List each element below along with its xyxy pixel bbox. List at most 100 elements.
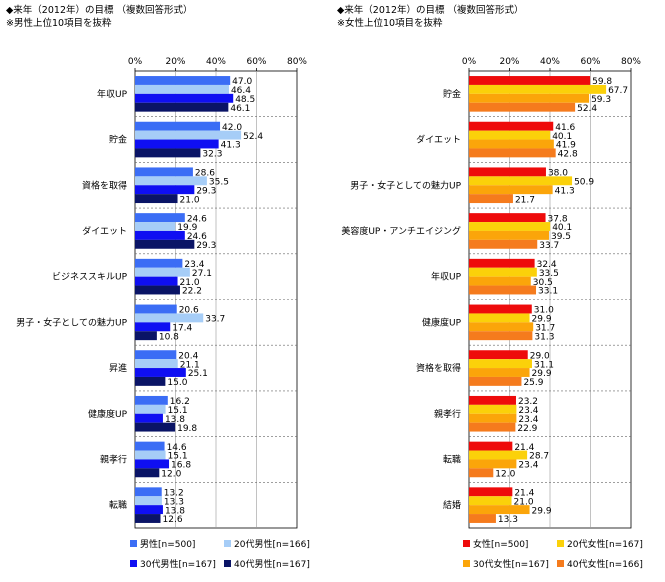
female-value-label: 31.7 (535, 323, 555, 333)
male-bar (135, 331, 157, 341)
male-tick-label: 60% (246, 57, 266, 67)
male-value-label: 12.6 (163, 515, 183, 525)
male-bar (135, 167, 193, 177)
female-bar (469, 76, 591, 85)
male-category-label: 貯金 (109, 134, 127, 146)
female-bar (469, 258, 535, 268)
male-category-label: 転職 (109, 500, 127, 511)
female-bar (469, 102, 576, 112)
female-bar (469, 176, 573, 186)
male-category-label: 健康度UP (88, 408, 128, 420)
female-value-label: 39.5 (551, 232, 571, 242)
female-tick-label: 40% (540, 57, 560, 67)
male-bar (135, 505, 163, 515)
female-value-label: 29.9 (532, 369, 552, 379)
female-bar (469, 422, 516, 432)
male-bar (135, 304, 177, 314)
male-value-label: 24.6 (187, 214, 207, 224)
male-value-label: 28.6 (195, 169, 215, 179)
male-tick-label: 20% (165, 57, 185, 67)
female-bar (469, 496, 512, 506)
male-bar (135, 487, 162, 497)
female-bar (469, 130, 551, 140)
male-bar (135, 496, 162, 506)
female-bar (469, 222, 551, 231)
female-value-label: 41.9 (556, 141, 576, 151)
female-value-label: 42.8 (558, 150, 578, 160)
right-chart-title: ◆来年（2012年）の目標 （複数回答形式） (337, 5, 524, 16)
female-value-label: 31.0 (534, 306, 554, 316)
female-value-label: 32.4 (537, 260, 557, 270)
male-bar (135, 230, 185, 240)
male-category-label: ビジネススキルUP (52, 272, 128, 283)
male-bar (135, 148, 201, 158)
male-bar (135, 121, 221, 131)
male-category-label: 資格を取得 (82, 179, 127, 191)
male-bar (135, 459, 170, 469)
male-value-label: 29.3 (196, 241, 216, 251)
female-bar (469, 167, 546, 177)
female-bar (469, 459, 517, 469)
female-category-label: 結婚 (443, 499, 461, 511)
male-value-label: 20.4 (178, 351, 198, 361)
female-legend-swatch (557, 560, 564, 567)
female-value-label: 40.1 (552, 223, 572, 233)
female-value-label: 40.1 (552, 132, 572, 142)
female-bar (469, 404, 517, 414)
male-bar (135, 468, 160, 478)
male-bar (135, 313, 204, 323)
female-value-label: 28.7 (529, 452, 549, 462)
male-legend-label: 40代男性[n=167] (234, 558, 310, 570)
female-legend-label: 女性[n=500] (473, 538, 528, 550)
female-tick-label: 80% (621, 57, 641, 67)
male-bar (135, 322, 171, 332)
female-legend-swatch (557, 540, 564, 547)
female-value-label: 22.9 (517, 424, 537, 434)
male-bar (135, 130, 242, 140)
male-category-label: 昇進 (109, 362, 127, 374)
female-value-label: 12.0 (495, 469, 515, 479)
female-legend-swatch (463, 560, 470, 567)
female-value-label: 31.3 (534, 332, 554, 342)
male-bar (135, 176, 207, 186)
male-bar (135, 139, 219, 149)
female-category-label: 資格を取得 (416, 362, 461, 374)
female-bar (469, 84, 607, 94)
male-value-label: 21.1 (180, 360, 200, 370)
male-value-label: 13.8 (165, 415, 185, 425)
female-bar (469, 285, 537, 295)
female-legend-label: 20代女性[n=167] (567, 538, 643, 550)
female-category-label: ダイエット (416, 134, 461, 146)
female-bar (469, 213, 546, 223)
male-value-label: 35.5 (209, 177, 229, 187)
male-value-label: 41.3 (221, 141, 241, 151)
male-legend-label: 男性[n=500] (140, 538, 195, 550)
female-value-label: 41.3 (555, 186, 575, 196)
male-bar (135, 404, 166, 414)
female-bar (469, 185, 553, 195)
female-bar (469, 441, 513, 451)
male-bar (135, 368, 186, 377)
female-bar (469, 121, 554, 131)
female-bar (469, 450, 528, 460)
female-value-label: 38.0 (548, 169, 568, 179)
female-bar (469, 376, 522, 386)
female-category-label: 年収UP (431, 271, 462, 283)
male-bar (135, 422, 176, 432)
female-value-label: 52.4 (577, 104, 597, 114)
male-value-label: 42.0 (222, 123, 242, 133)
male-bar (135, 194, 178, 204)
male-bar (135, 376, 166, 386)
female-category-label: 男子・女子としての魅力UP (350, 179, 461, 191)
female-bar (469, 230, 549, 240)
female-value-label: 21.7 (515, 195, 535, 205)
female-bar (469, 322, 534, 332)
male-tick-label: 40% (206, 57, 226, 67)
female-legend-label: 40代女性[n=166] (567, 558, 643, 570)
male-value-label: 16.8 (171, 461, 191, 471)
female-bar (469, 139, 554, 149)
male-legend-swatch (224, 560, 231, 567)
female-bar (469, 148, 556, 158)
female-category-label: 健康度UP (422, 316, 462, 328)
